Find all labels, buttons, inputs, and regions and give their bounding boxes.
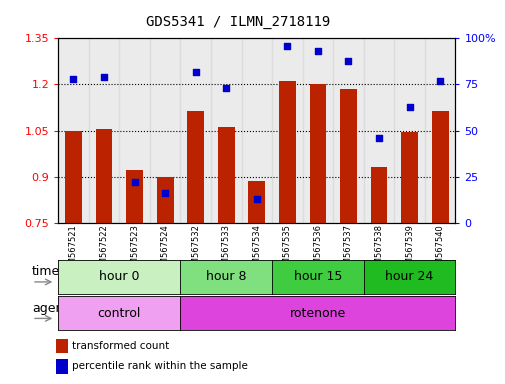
Text: GDS5341 / ILMN_2718119: GDS5341 / ILMN_2718119: [145, 15, 329, 29]
Bar: [248, 181, 265, 223]
Point: [405, 104, 413, 110]
Text: hour 0: hour 0: [99, 270, 139, 283]
Text: hour 8: hour 8: [206, 270, 246, 283]
Bar: [211, 38, 241, 223]
Point: [130, 179, 138, 185]
Bar: [370, 167, 387, 223]
Text: control: control: [97, 307, 141, 320]
Point: [191, 68, 199, 74]
Bar: [58, 38, 88, 223]
Bar: [424, 38, 454, 223]
Text: percentile rank within the sample: percentile rank within the sample: [72, 361, 248, 371]
Text: rotenone: rotenone: [289, 307, 345, 320]
Point: [374, 135, 382, 141]
Point: [435, 78, 443, 84]
Bar: [218, 127, 234, 223]
Point: [252, 196, 261, 202]
Text: hour 24: hour 24: [385, 270, 433, 283]
Bar: [180, 38, 211, 223]
Bar: [88, 38, 119, 223]
Bar: [157, 177, 173, 223]
Bar: [332, 38, 363, 223]
Text: agent: agent: [32, 302, 68, 315]
Text: transformed count: transformed count: [72, 341, 169, 351]
Bar: [95, 129, 112, 223]
Point: [344, 58, 352, 64]
Bar: [400, 132, 417, 223]
Bar: [272, 38, 302, 223]
Text: hour 15: hour 15: [293, 270, 341, 283]
Bar: [126, 170, 143, 223]
Text: time: time: [32, 265, 60, 278]
Bar: [241, 38, 272, 223]
Bar: [393, 38, 424, 223]
Point: [222, 85, 230, 91]
Bar: [339, 89, 356, 223]
Point: [313, 48, 321, 55]
Bar: [187, 111, 204, 223]
Point: [69, 76, 77, 82]
Bar: [65, 131, 82, 223]
Bar: [431, 111, 447, 223]
Bar: [149, 38, 180, 223]
Point: [161, 190, 169, 196]
Bar: [309, 84, 326, 223]
Bar: [363, 38, 393, 223]
Bar: [119, 38, 149, 223]
Point: [283, 43, 291, 49]
Bar: [302, 38, 332, 223]
Point: [100, 74, 108, 80]
Bar: [278, 81, 295, 223]
